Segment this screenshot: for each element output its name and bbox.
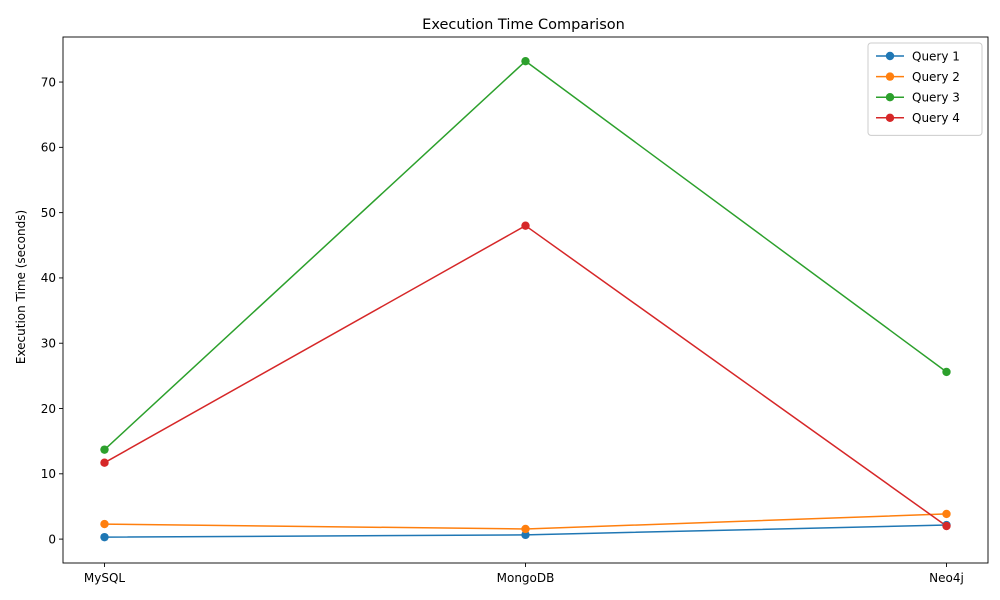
legend-label-query-1: Query 1	[912, 49, 960, 63]
data-point-query-3-mongodb	[521, 56, 530, 66]
plot-area: 0 10 20 30 40 50 60 70 MySQL MongoDB Neo4j Query 1 Q…	[41, 36, 989, 585]
y-tick-label: 10	[41, 467, 56, 481]
legend-marker-query-1	[885, 51, 895, 61]
legend-label-query-4: Query 4	[912, 111, 960, 125]
data-point-query-3-mysql	[100, 445, 109, 454]
y-axis-title: Execution Time (seconds)	[14, 210, 28, 364]
y-tick-label: 40	[41, 271, 56, 285]
y-tick-label: 60	[41, 141, 56, 155]
legend-marker-query-4	[885, 113, 895, 123]
y-tick-label: 20	[41, 402, 56, 416]
y-tick-label: 70	[41, 75, 56, 89]
data-point-query-3-neo4j	[942, 367, 951, 377]
legend-label-query-2: Query 2	[912, 70, 960, 84]
data-point-query-4-mongodb	[521, 221, 530, 230]
y-tick-label: 0	[48, 532, 56, 546]
x-tick-label: MongoDB	[497, 571, 555, 585]
data-point-query-2-mysql	[100, 519, 109, 529]
legend-box	[867, 42, 983, 136]
legend-label-query-3: Query 3	[912, 91, 960, 105]
data-point-query-4-neo4j	[942, 521, 951, 531]
x-tick-label: Neo4j	[929, 571, 964, 585]
data-point-query-1-mongodb	[521, 530, 530, 540]
data-point-query-2-mongodb	[521, 524, 530, 534]
data-point-query-2-neo4j	[942, 509, 951, 519]
legend-marker-query-2	[885, 72, 895, 81]
series-line-query-4	[103, 224, 948, 528]
data-point-query-1-mysql	[100, 532, 109, 542]
y-tick-label: 30	[41, 337, 56, 351]
data-point-query-4-mysql	[100, 458, 109, 467]
chart-title: Execution Time Comparison	[422, 17, 625, 33]
x-tick-label: MySQL	[84, 571, 126, 585]
y-tick-label: 50	[41, 206, 56, 220]
legend-marker-query-3	[885, 93, 895, 102]
